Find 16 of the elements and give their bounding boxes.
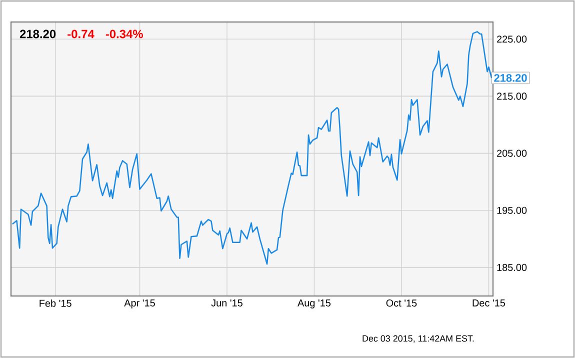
y-tick-label: 185.00	[497, 264, 527, 271]
x-tick-label: Feb '15	[40, 300, 72, 307]
text: Dec 03 2015, 11:42AM EST.	[362, 335, 474, 343]
x-tick-label: Dec '15	[472, 300, 506, 306]
x-tick-label: Apr '15	[124, 300, 155, 308]
x-tick-label: Aug '15	[298, 300, 331, 308]
annotation: -0.74	[68, 30, 94, 38]
y-tick-label: 195.00	[497, 206, 527, 214]
y-tick-label: 215.00	[497, 92, 527, 100]
text: 218.20	[20, 30, 56, 38]
y-tick-label: 205.00	[497, 150, 527, 157]
x-tick-label: Jun '15	[211, 300, 242, 306]
y-tick-label: 225.00	[497, 36, 527, 43]
annotation: 218.20	[494, 74, 527, 82]
annotation: -0.34%	[106, 30, 143, 38]
x-tick-label: Oct '15	[386, 300, 417, 307]
